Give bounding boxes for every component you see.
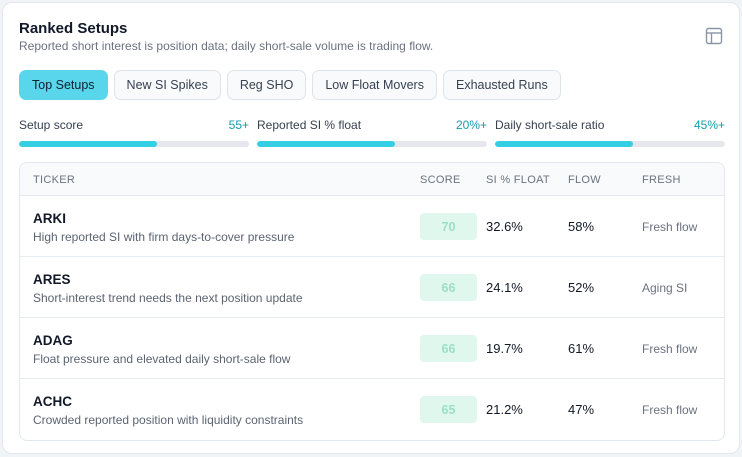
setup-description: High reported SI with firm days-to-cover… bbox=[33, 230, 295, 244]
si-float-value: 21.2% bbox=[486, 402, 523, 417]
table-row[interactable]: ADAG Float pressure and elevated daily s… bbox=[20, 318, 724, 379]
column-header-si-float[interactable]: SI % FLOAT bbox=[486, 174, 550, 186]
filter-si-float: Reported SI % float 20%+ bbox=[257, 118, 487, 147]
fresh-status: Fresh flow bbox=[642, 220, 698, 234]
score-badge: 65 bbox=[420, 396, 477, 423]
si-float-slider[interactable] bbox=[257, 141, 487, 147]
setup-score-slider[interactable] bbox=[19, 141, 249, 147]
flow-value: 47% bbox=[568, 402, 595, 417]
setups-table: TICKER SCORE SI % FLOAT FLOW FRESH ARKI … bbox=[19, 162, 725, 441]
filter-sliders: Setup score 55+ Reported SI % float 20%+… bbox=[19, 118, 725, 147]
short-sale-ratio-slider[interactable] bbox=[495, 141, 725, 147]
filter-value: 20%+ bbox=[455, 118, 487, 132]
setup-description: Crowded reported position with liquidity… bbox=[33, 413, 304, 427]
flow-value: 52% bbox=[568, 280, 595, 295]
filter-setup-score: Setup score 55+ bbox=[19, 118, 249, 147]
column-header-score[interactable]: SCORE bbox=[420, 174, 461, 186]
filter-short-sale-ratio: Daily short-sale ratio 45%+ bbox=[495, 118, 725, 147]
table-row[interactable]: ARKI High reported SI with firm days-to-… bbox=[20, 196, 724, 257]
score-badge: 66 bbox=[420, 274, 477, 301]
tab-new-si-spikes[interactable]: New SI Spikes bbox=[113, 70, 221, 100]
fresh-status: Aging SI bbox=[642, 281, 688, 295]
tab-exhausted-runs[interactable]: Exhausted Runs bbox=[442, 70, 561, 100]
column-header-ticker[interactable]: TICKER bbox=[33, 174, 76, 186]
filter-label: Setup score bbox=[19, 118, 84, 132]
si-float-value: 32.6% bbox=[486, 219, 523, 234]
card-subtitle: Reported short interest is position data… bbox=[19, 39, 434, 53]
slider-fill bbox=[495, 141, 633, 147]
tab-low-float-movers[interactable]: Low Float Movers bbox=[312, 70, 437, 100]
si-float-value: 24.1% bbox=[486, 280, 523, 295]
layout-toggle-button[interactable] bbox=[705, 27, 723, 45]
column-header-flow[interactable]: FLOW bbox=[568, 174, 601, 186]
ticker-symbol: ARKI bbox=[33, 211, 66, 226]
fresh-status: Fresh flow bbox=[642, 403, 698, 417]
ticker-symbol: ACHC bbox=[33, 394, 72, 409]
column-header-fresh[interactable]: FRESH bbox=[642, 174, 681, 186]
si-float-value: 19.7% bbox=[486, 341, 523, 356]
setup-description: Short-interest trend needs the next posi… bbox=[33, 291, 303, 305]
tab-top-setups[interactable]: Top Setups bbox=[19, 70, 108, 100]
filter-label: Reported SI % float bbox=[257, 118, 362, 132]
filter-label: Daily short-sale ratio bbox=[495, 118, 605, 132]
setup-tabs: Top Setups New SI Spikes Reg SHO Low Flo… bbox=[19, 70, 561, 100]
table-row[interactable]: ARES Short-interest trend needs the next… bbox=[20, 257, 724, 318]
table-header: TICKER SCORE SI % FLOAT FLOW FRESH bbox=[20, 163, 724, 196]
table-row[interactable]: ACHC Crowded reported position with liqu… bbox=[20, 379, 724, 440]
filter-value: 55+ bbox=[228, 118, 249, 132]
setup-description: Float pressure and elevated daily short-… bbox=[33, 352, 291, 366]
score-badge: 70 bbox=[420, 213, 477, 240]
slider-fill bbox=[19, 141, 157, 147]
tab-reg-sho[interactable]: Reg SHO bbox=[226, 70, 307, 100]
ticker-symbol: ARES bbox=[33, 272, 71, 287]
flow-value: 61% bbox=[568, 341, 595, 356]
score-badge: 66 bbox=[420, 335, 477, 362]
card-title: Ranked Setups bbox=[19, 20, 128, 37]
filter-value: 45%+ bbox=[693, 118, 725, 132]
fresh-status: Fresh flow bbox=[642, 342, 698, 356]
layout-panel-icon bbox=[705, 27, 723, 45]
ticker-symbol: ADAG bbox=[33, 333, 73, 348]
flow-value: 58% bbox=[568, 219, 595, 234]
slider-fill bbox=[257, 141, 395, 147]
